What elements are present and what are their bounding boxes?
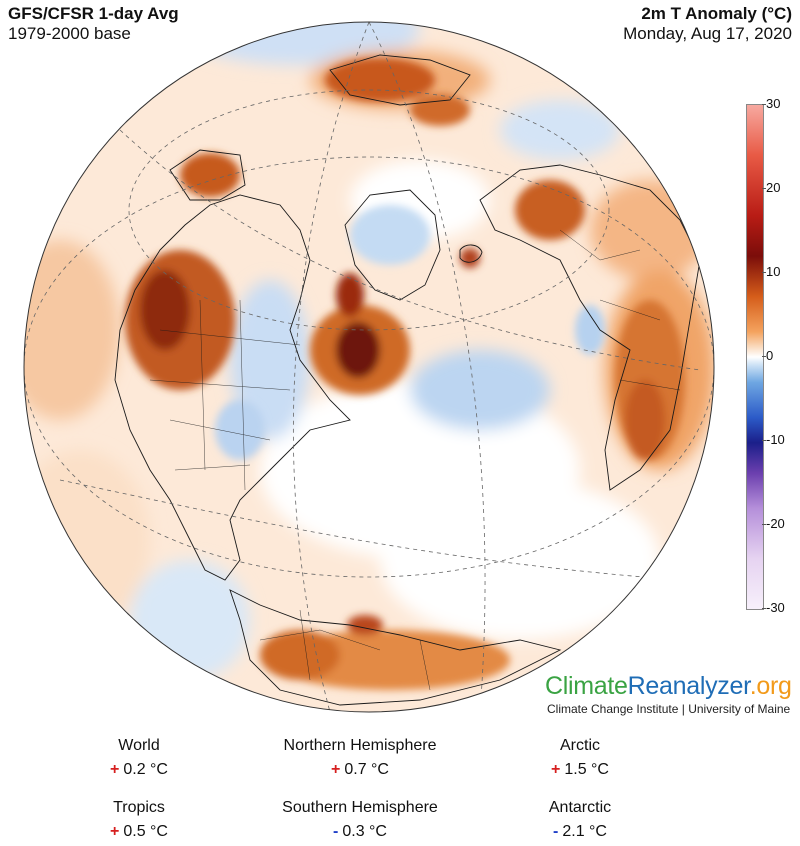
stat-value-line: +1.5 °C <box>470 761 690 779</box>
stat-label: Southern Hemisphere <box>282 799 438 816</box>
coastlines <box>114 54 701 706</box>
stat-value: 2.1 °C <box>562 823 607 840</box>
brand-logo-text[interactable]: ClimateReanalyzer.org <box>545 672 792 701</box>
colorbar-tick-mark <box>762 356 766 357</box>
colorbar-tick-label: 30 <box>766 96 781 111</box>
stat-sign: - <box>553 823 559 840</box>
graticule <box>24 22 714 712</box>
brand-part-reanalyzer: Reanalyzer <box>627 672 750 700</box>
colorbar-tick-label: -10 <box>766 432 785 447</box>
stat-value-line: +0.5 °C <box>29 823 249 841</box>
brand-subtitle: Climate Change Institute | University of… <box>547 702 791 716</box>
colorbar-tick-label: 20 <box>766 180 781 195</box>
stat-label: Arctic <box>560 737 600 754</box>
date-label: Monday, Aug 17, 2020 <box>623 24 792 43</box>
globe-outline <box>23 21 715 713</box>
stat-sign: - <box>333 823 339 840</box>
stat-sign: + <box>110 761 120 778</box>
stat-value: 0.3 °C <box>342 823 387 840</box>
stat-value-line: -0.3 °C <box>250 823 470 841</box>
stat-value: 0.5 °C <box>123 823 168 840</box>
stat-label: Antarctic <box>548 799 612 816</box>
stat-value: 0.2 °C <box>123 761 168 778</box>
product-title: GFS/CFSR 1-day Avg <box>8 4 179 23</box>
stat-value-line: +0.7 °C <box>250 761 470 779</box>
anomaly-globe-map <box>23 21 715 713</box>
stat-sign: + <box>331 761 341 778</box>
stat-value: 1.5 °C <box>564 761 609 778</box>
stat-label: Northern Hemisphere <box>283 737 437 754</box>
colorbar-tick-label: -30 <box>766 600 785 615</box>
brand-part-climate: Climate <box>545 672 628 700</box>
colorbar-tick-mark <box>762 104 766 105</box>
political-borders <box>149 229 681 691</box>
colorbar-tick-label: 10 <box>766 264 781 279</box>
stat-value-line: -2.1 °C <box>470 823 690 841</box>
anomaly-field <box>24 22 714 680</box>
colorbar-tick-mark <box>762 524 766 525</box>
colorbar-tick-mark <box>762 440 766 441</box>
colorbar-tick-label: 0 <box>766 348 774 363</box>
brand-part-org: .org <box>749 672 792 700</box>
colorbar-tick-mark <box>762 608 766 609</box>
baseline-label: 1979-2000 base <box>8 24 131 43</box>
stat-value: 0.7 °C <box>344 761 389 778</box>
colorbar <box>746 104 764 610</box>
stat-value-line: +0.2 °C <box>29 761 249 779</box>
variable-title: 2m T Anomaly (°C) <box>641 4 792 23</box>
colorbar-tick-mark <box>762 188 766 189</box>
stat-label: World <box>118 737 160 754</box>
colorbar-tick-mark <box>762 272 766 273</box>
colorbar-tick-label: -20 <box>766 516 785 531</box>
stat-label: Tropics <box>113 799 165 816</box>
stat-sign: + <box>551 761 561 778</box>
stat-sign: + <box>110 823 120 840</box>
anomaly-hotspots <box>125 58 685 690</box>
